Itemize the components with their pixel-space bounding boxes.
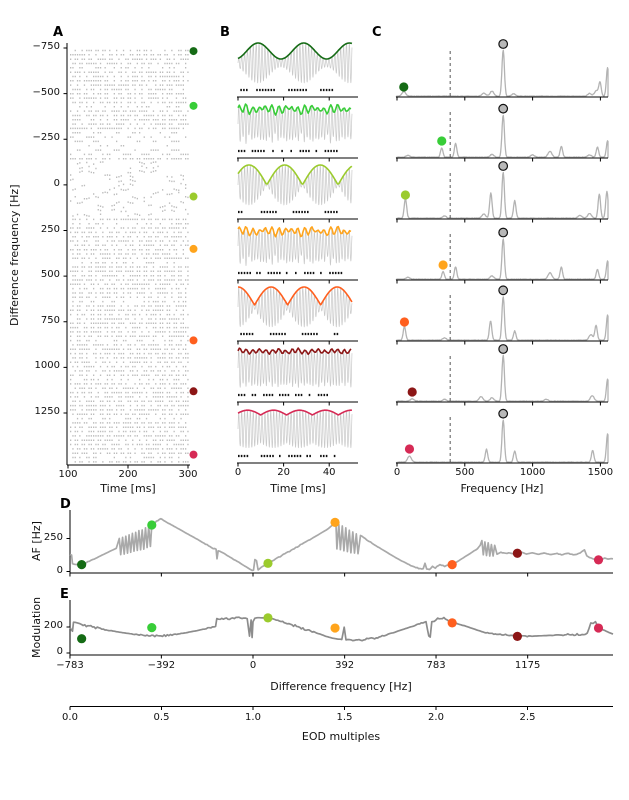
tick-label: −250: [32, 132, 60, 144]
tick-label: 0: [56, 564, 63, 576]
panel-a-xaxis-title: Time [ms]: [100, 482, 156, 495]
panel-c-spectrum-row: [395, 408, 609, 467]
panel-label-c: C: [372, 25, 382, 40]
panel-b-waveform-row: [237, 286, 358, 345]
tick-label: 1.0: [245, 712, 261, 723]
tick-label: 0.5: [153, 712, 170, 723]
tick-label: −750: [32, 41, 60, 52]
tick-label: 2.5: [519, 712, 536, 723]
tick-label: 100: [58, 469, 78, 480]
panel-c-spectrum-row: [395, 285, 609, 345]
panel-b-waveform-row: [237, 164, 358, 223]
tick-label: 392: [335, 660, 355, 671]
tick-label: 0: [249, 660, 257, 671]
tick-label: 0: [56, 646, 63, 657]
tick-label: 750: [40, 314, 60, 326]
panel-label-e: E: [60, 587, 69, 602]
panel-b-waveform-row: [237, 42, 358, 101]
tick-label: 300: [178, 469, 198, 480]
panel-e-xaxis-title: Difference frequency [Hz]: [270, 680, 412, 693]
panel-a-yaxis-title: Difference frequency [Hz]: [8, 184, 21, 326]
tick-label: 250: [43, 531, 63, 543]
panel-label-d: D: [60, 497, 71, 512]
tick-label: 200: [43, 620, 63, 631]
tick-label: 0.0: [62, 712, 78, 723]
panel-label-b: B: [220, 25, 230, 40]
panel-c-spectrum-row: [395, 227, 609, 284]
panel-b-waveform-row: [237, 347, 358, 406]
tick-label: −392: [147, 660, 176, 671]
panel-a-condition-markers: [189, 47, 198, 459]
eod-axis-title: EOD multiples: [301, 730, 381, 743]
panel-d-af-plot: [66, 510, 614, 577]
panel-b-waveform-row: [237, 409, 358, 467]
panel-b-waveform-row: [237, 103, 358, 162]
tick-label: −500: [32, 86, 60, 98]
panel-b-xaxis-title: Time [ms]: [270, 482, 326, 495]
panel-e-modulation-plot: [66, 600, 614, 659]
panel-c-xaxis-title: Frequency [Hz]: [460, 482, 544, 495]
eod-multiples-axis: [69, 706, 613, 710]
tick-label: 500: [455, 467, 475, 478]
tick-label: 200: [118, 469, 138, 480]
tick-label: 0: [234, 467, 242, 478]
tick-label: 1500: [587, 467, 614, 478]
tick-label: 2.0: [428, 712, 444, 723]
panel-c-spectrum-row: [395, 39, 609, 101]
panel-b-waveform-row: [237, 225, 358, 284]
tick-label: 0: [53, 177, 60, 189]
tick-label: 1175: [514, 660, 541, 671]
tick-label: 250: [40, 223, 60, 235]
tick-label: 783: [426, 660, 446, 671]
tick-label: 20: [277, 467, 290, 478]
tick-label: 500: [40, 269, 60, 281]
panel-label-a: A: [53, 25, 64, 40]
tick-label: −783: [56, 660, 84, 671]
panel-c-spectrum-row: [395, 161, 609, 223]
tick-label: 40: [322, 467, 336, 478]
tick-label: 0: [393, 467, 401, 478]
panel-a-raster-plot: [63, 43, 190, 469]
tick-label: 1.5: [336, 712, 353, 723]
tick-label: 1000: [34, 360, 60, 372]
tick-label: 1250: [34, 406, 60, 417]
panel-c-spectrum-row: [395, 103, 609, 162]
tick-label: 1000: [519, 467, 546, 478]
panel-c-spectrum-row: [395, 344, 609, 406]
